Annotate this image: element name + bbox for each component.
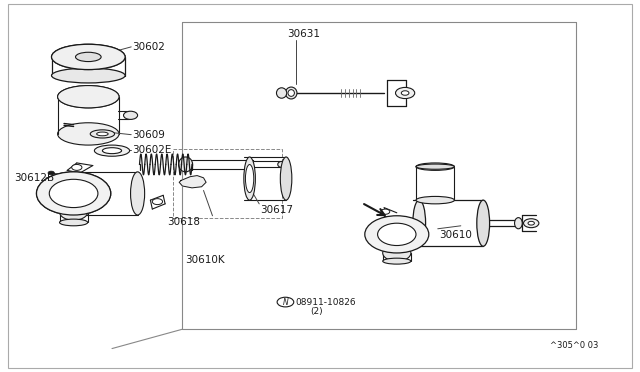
Ellipse shape (416, 163, 454, 170)
Ellipse shape (52, 44, 125, 70)
Circle shape (365, 216, 429, 253)
Text: N: N (283, 298, 288, 307)
Ellipse shape (515, 218, 522, 229)
Circle shape (72, 164, 82, 170)
Ellipse shape (131, 172, 145, 215)
Ellipse shape (58, 123, 119, 145)
Text: 30612B: 30612B (14, 173, 54, 183)
Text: 30602: 30602 (132, 42, 165, 52)
Ellipse shape (246, 164, 254, 193)
Text: 30610: 30610 (439, 230, 472, 240)
Ellipse shape (416, 196, 454, 204)
Ellipse shape (60, 219, 88, 226)
Text: 30617: 30617 (260, 205, 293, 215)
Ellipse shape (52, 44, 125, 70)
Text: 30618: 30618 (166, 217, 200, 227)
Text: (2): (2) (310, 307, 323, 316)
Bar (173, 149, 282, 218)
Ellipse shape (58, 86, 119, 108)
Circle shape (378, 223, 416, 246)
Ellipse shape (276, 88, 287, 98)
Ellipse shape (244, 157, 255, 200)
Circle shape (48, 171, 54, 175)
Ellipse shape (280, 157, 292, 200)
Circle shape (396, 87, 415, 99)
Circle shape (277, 297, 294, 307)
Ellipse shape (416, 164, 454, 169)
Circle shape (528, 221, 534, 225)
Circle shape (49, 179, 98, 208)
Ellipse shape (97, 132, 108, 136)
Circle shape (524, 219, 539, 228)
Ellipse shape (102, 148, 122, 154)
Ellipse shape (288, 90, 294, 96)
Text: 30610K: 30610K (186, 256, 225, 265)
Ellipse shape (477, 200, 490, 246)
Ellipse shape (58, 86, 119, 108)
Text: 30631: 30631 (287, 29, 320, 39)
Ellipse shape (413, 200, 426, 246)
Ellipse shape (124, 111, 138, 119)
Ellipse shape (95, 145, 129, 156)
Ellipse shape (90, 130, 115, 138)
Ellipse shape (52, 68, 125, 83)
Ellipse shape (76, 52, 101, 61)
Ellipse shape (285, 87, 297, 99)
Ellipse shape (383, 258, 411, 264)
Circle shape (36, 172, 111, 215)
Ellipse shape (278, 161, 285, 167)
Ellipse shape (179, 157, 193, 172)
Circle shape (152, 199, 163, 205)
Circle shape (49, 179, 98, 208)
Text: ^305^0 03: ^305^0 03 (550, 341, 599, 350)
Circle shape (60, 204, 88, 220)
Polygon shape (179, 176, 206, 188)
Circle shape (401, 91, 409, 95)
Text: 08911-10826: 08911-10826 (296, 298, 356, 307)
Circle shape (383, 245, 411, 261)
Ellipse shape (76, 52, 101, 61)
Text: 30602E: 30602E (132, 145, 172, 154)
Text: 30609: 30609 (132, 130, 165, 140)
Circle shape (36, 172, 111, 215)
Circle shape (381, 209, 390, 214)
